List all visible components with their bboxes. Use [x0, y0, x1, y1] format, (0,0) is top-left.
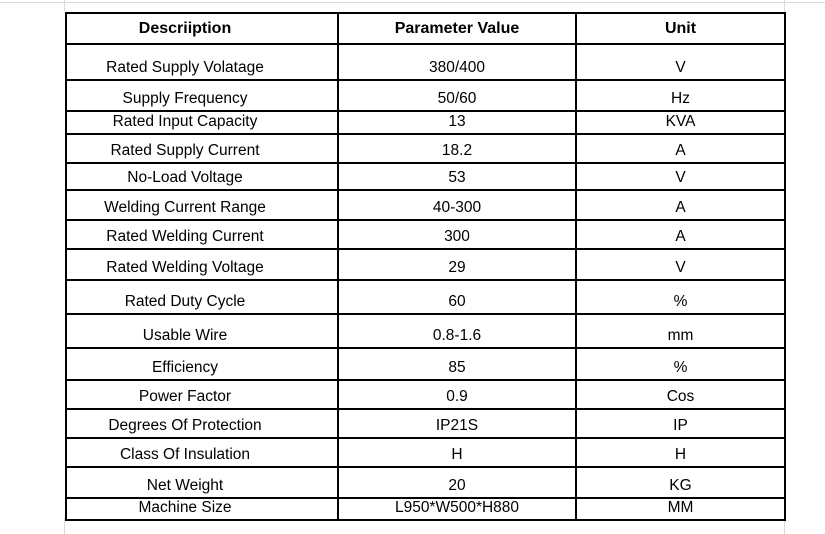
- cell-value: 380/400: [337, 43, 577, 81]
- cell-value: 85: [337, 347, 577, 381]
- table-row: Rated Welding Voltage 29 V: [65, 248, 786, 281]
- cell-unit: A: [575, 189, 786, 221]
- cell-unit: V: [575, 43, 786, 81]
- cell-value: 0.8-1.6: [337, 313, 577, 349]
- cell-unit: V: [575, 162, 786, 191]
- cell-unit: H: [575, 437, 786, 468]
- cell-unit: V: [575, 248, 786, 281]
- table-row: Welding Current Range 40-300 A: [65, 189, 786, 221]
- cell-value: 50/60: [337, 79, 577, 112]
- cell-value: 20: [337, 466, 577, 499]
- cell-description: Rated Welding Voltage: [65, 248, 339, 281]
- table-row: Power Factor 0.9 Cos: [65, 379, 786, 410]
- gridline-vertical-left-bottom: [64, 518, 65, 534]
- specifications-table: Descriiption Parameter Value Unit Rated …: [65, 12, 786, 521]
- header-parameter-value: Parameter Value: [337, 12, 577, 45]
- cell-description: Usable Wire: [65, 313, 339, 349]
- table-row: Class Of Insulation H H: [65, 437, 786, 468]
- cell-value: 13: [337, 110, 577, 135]
- cell-unit: MM: [575, 497, 786, 521]
- cell-unit: A: [575, 219, 786, 250]
- table-row: Degrees Of Protection IP21S IP: [65, 408, 786, 439]
- cell-description: Machine Size: [65, 497, 339, 521]
- cell-unit: Hz: [575, 79, 786, 112]
- cell-value: 29: [337, 248, 577, 281]
- header-unit: Unit: [575, 12, 786, 45]
- cell-value: 0.9: [337, 379, 577, 410]
- cell-value: 53: [337, 162, 577, 191]
- table-row: Rated Welding Current 300 A: [65, 219, 786, 250]
- gridline-vertical-right-bottom: [784, 518, 785, 534]
- gridline-vertical-left-top: [64, 0, 65, 12]
- table-row: Rated Input Capacity 13 KVA: [65, 110, 786, 135]
- cell-unit: mm: [575, 313, 786, 349]
- cell-unit: %: [575, 347, 786, 381]
- table-row: Rated Supply Volatage 380/400 V: [65, 43, 786, 81]
- cell-unit: Cos: [575, 379, 786, 410]
- cell-value: L950*W500*H880: [337, 497, 577, 521]
- table-row: Machine Size L950*W500*H880 MM: [65, 497, 786, 521]
- cell-unit: A: [575, 133, 786, 164]
- gridline-horizontal-top: [0, 2, 825, 3]
- table-row: Efficiency 85 %: [65, 347, 786, 381]
- cell-value: 18.2: [337, 133, 577, 164]
- cell-description: Rated Duty Cycle: [65, 279, 339, 315]
- cell-value: H: [337, 437, 577, 468]
- cell-description: Class Of Insulation: [65, 437, 339, 468]
- cell-unit: IP: [575, 408, 786, 439]
- table-row: Rated Supply Current 18.2 A: [65, 133, 786, 164]
- table-row: Supply Frequency 50/60 Hz: [65, 79, 786, 112]
- cell-description: Rated Welding Current: [65, 219, 339, 250]
- cell-unit: %: [575, 279, 786, 315]
- table-row: No-Load Voltage 53 V: [65, 162, 786, 191]
- table-row: Rated Duty Cycle 60 %: [65, 279, 786, 315]
- table-row: Net Weight 20 KG: [65, 466, 786, 499]
- gridline-vertical-right-top: [784, 0, 785, 12]
- cell-description: Efficiency: [65, 347, 339, 381]
- cell-value: 40-300: [337, 189, 577, 221]
- cell-description: Net Weight: [65, 466, 339, 499]
- cell-description: Welding Current Range: [65, 189, 339, 221]
- table-row: Usable Wire 0.8-1.6 mm: [65, 313, 786, 349]
- cell-description: Supply Frequency: [65, 79, 339, 112]
- header-row: Descriiption Parameter Value Unit: [65, 12, 786, 45]
- cell-description: No-Load Voltage: [65, 162, 339, 191]
- header-description: Descriiption: [65, 12, 339, 45]
- cell-description: Degrees Of Protection: [65, 408, 339, 439]
- cell-value: 300: [337, 219, 577, 250]
- cell-description: Rated Supply Current: [65, 133, 339, 164]
- cell-description: Rated Input Capacity: [65, 110, 339, 135]
- cell-description: Power Factor: [65, 379, 339, 410]
- cell-description: Rated Supply Volatage: [65, 43, 339, 81]
- cell-value: 60: [337, 279, 577, 315]
- cell-unit: KG: [575, 466, 786, 499]
- cell-value: IP21S: [337, 408, 577, 439]
- cell-unit: KVA: [575, 110, 786, 135]
